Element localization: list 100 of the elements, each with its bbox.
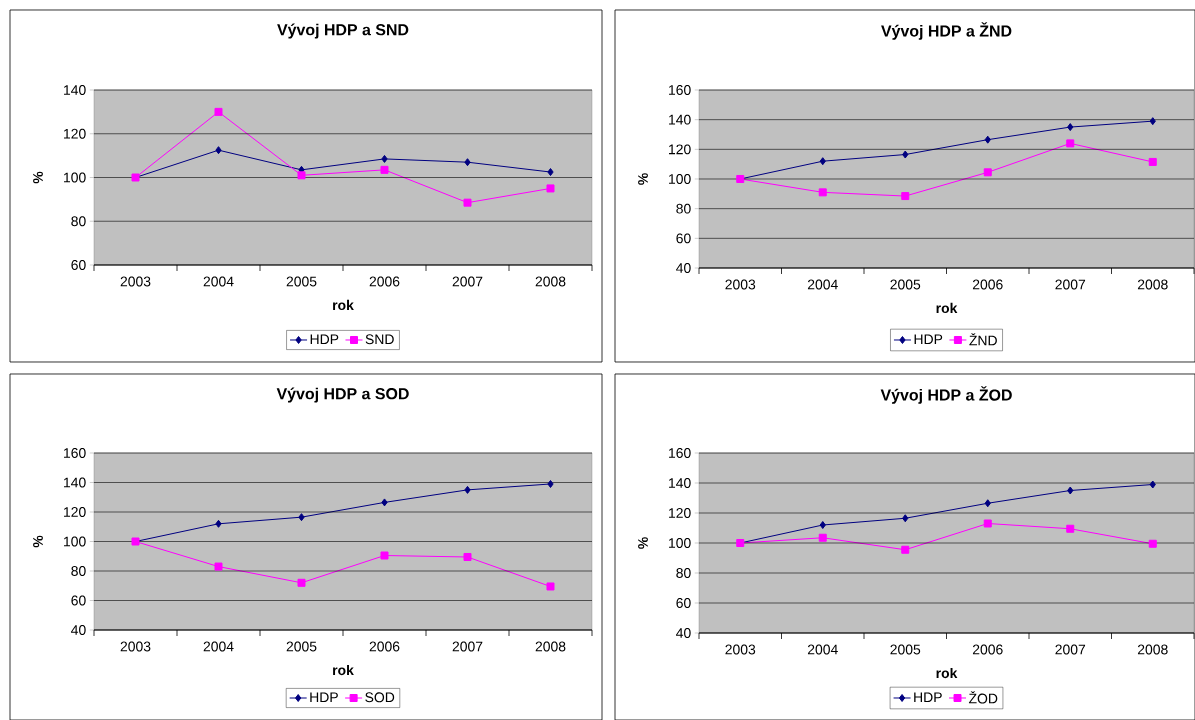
point bbox=[901, 192, 910, 201]
x-axis-title: rok bbox=[333, 664, 354, 676]
point bbox=[546, 184, 555, 193]
point bbox=[1067, 123, 1074, 132]
y-axis-title: % bbox=[33, 535, 43, 548]
point bbox=[546, 582, 555, 591]
y-axis-title: % bbox=[638, 537, 648, 549]
y-tick-label: 60 bbox=[676, 233, 691, 244]
x-tick-label: 2007 bbox=[1055, 279, 1086, 290]
point bbox=[298, 513, 305, 522]
x-tick-label: 2006 bbox=[972, 279, 1003, 290]
y-tick-label: 160 bbox=[669, 448, 691, 458]
point bbox=[297, 171, 306, 180]
x-tick-label: 2003 bbox=[120, 641, 151, 652]
chart-title: Vývoj HDP a SOD bbox=[276, 387, 409, 403]
point bbox=[1149, 117, 1156, 126]
y-tick-label: 140 bbox=[669, 114, 691, 125]
point bbox=[1149, 480, 1156, 489]
y-tick-label: 140 bbox=[669, 478, 691, 488]
y-tick-label: 140 bbox=[64, 85, 86, 95]
legend-label: HDP bbox=[310, 692, 338, 703]
y-tick-label: 120 bbox=[64, 507, 86, 517]
y-tick-label: 40 bbox=[71, 625, 86, 635]
chart-title: Vývoj HDP a ŽND bbox=[881, 22, 1012, 40]
point bbox=[380, 551, 389, 560]
x-tick-label: 2007 bbox=[1055, 644, 1086, 655]
y-tick-label: 60 bbox=[676, 598, 691, 608]
x-tick-label: 2003 bbox=[120, 276, 151, 287]
x-tick-label: 2008 bbox=[535, 276, 566, 287]
y-axis-title: % bbox=[33, 171, 43, 184]
x-tick-label: 2004 bbox=[807, 279, 838, 290]
legend-label: ŽND bbox=[969, 333, 997, 346]
point bbox=[818, 533, 827, 542]
legend-label: ŽOD bbox=[968, 691, 998, 704]
legend-label: HDP bbox=[310, 334, 339, 345]
y-axis-title: % bbox=[638, 173, 648, 185]
point bbox=[983, 519, 992, 528]
legend-label: SND bbox=[365, 334, 394, 345]
x-tick-label: 2004 bbox=[807, 644, 838, 655]
y-tick-label: 100 bbox=[669, 174, 691, 184]
point bbox=[380, 165, 389, 174]
legend-label: HDP bbox=[914, 334, 943, 345]
point bbox=[983, 168, 992, 177]
chart-title: Vývoj HDP a SND bbox=[277, 23, 409, 39]
x-axis-title: rok bbox=[936, 667, 958, 679]
x-tick-label: 2004 bbox=[203, 276, 234, 287]
point bbox=[215, 519, 222, 528]
y-tick-label: 80 bbox=[71, 216, 86, 227]
point bbox=[463, 552, 472, 561]
chart-title: Vývoj HDP a ŽOD bbox=[880, 386, 1012, 404]
point bbox=[215, 146, 222, 155]
point bbox=[381, 498, 388, 507]
x-tick-label: 2008 bbox=[1137, 279, 1168, 290]
point bbox=[818, 188, 827, 197]
y-tick-label: 80 bbox=[676, 568, 691, 578]
point bbox=[1067, 486, 1074, 495]
point bbox=[984, 499, 991, 508]
x-axis-title: rok bbox=[936, 302, 958, 314]
point bbox=[984, 135, 991, 144]
y-tick-label: 100 bbox=[64, 172, 86, 183]
y-tick-label: 120 bbox=[669, 144, 691, 155]
y-tick-label: 120 bbox=[669, 508, 691, 518]
y-tick-label: 120 bbox=[64, 128, 86, 139]
y-tick-label: 80 bbox=[71, 566, 86, 576]
point bbox=[901, 545, 910, 554]
x-tick-label: 2005 bbox=[286, 276, 317, 287]
point bbox=[902, 514, 909, 523]
point bbox=[464, 485, 471, 494]
point bbox=[297, 578, 306, 587]
point bbox=[547, 168, 554, 177]
x-tick-label: 2008 bbox=[1137, 644, 1168, 655]
x-tick-label: 2006 bbox=[369, 641, 400, 652]
x-axis-title: rok bbox=[333, 299, 354, 311]
point bbox=[1066, 524, 1075, 533]
x-tick-label: 2003 bbox=[725, 279, 756, 290]
x-tick-label: 2005 bbox=[286, 641, 317, 652]
y-tick-label: 60 bbox=[71, 260, 86, 270]
y-tick-label: 140 bbox=[64, 477, 86, 488]
x-tick-label: 2006 bbox=[369, 276, 400, 287]
x-tick-label: 2007 bbox=[452, 276, 483, 287]
legend-label: HDP bbox=[914, 692, 942, 703]
x-tick-label: 2004 bbox=[203, 641, 234, 652]
point bbox=[1066, 139, 1075, 148]
point bbox=[819, 521, 826, 529]
x-tick-label: 2005 bbox=[890, 279, 921, 290]
y-tick-label: 40 bbox=[676, 628, 691, 638]
y-tick-label: 160 bbox=[669, 85, 691, 95]
y-tick-label: 160 bbox=[64, 448, 86, 458]
point bbox=[464, 158, 471, 167]
point bbox=[214, 562, 223, 571]
point bbox=[214, 107, 223, 116]
y-tick-label: 100 bbox=[64, 536, 86, 547]
y-tick-label: 60 bbox=[71, 595, 86, 606]
point bbox=[819, 157, 826, 166]
point bbox=[463, 198, 472, 207]
point bbox=[902, 150, 909, 159]
legend-label: SOD bbox=[365, 692, 395, 703]
point bbox=[1148, 157, 1157, 166]
point bbox=[381, 154, 388, 163]
y-tick-label: 100 bbox=[669, 538, 691, 548]
